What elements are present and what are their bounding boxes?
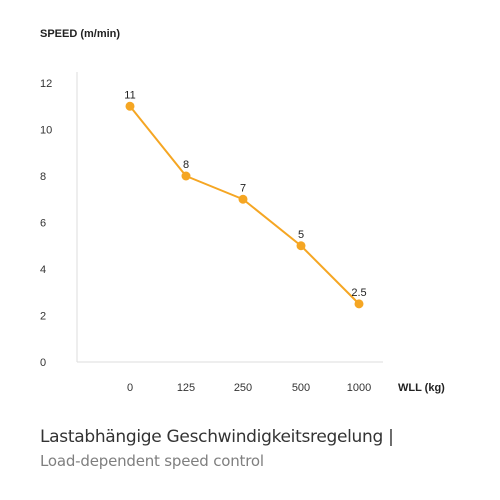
caption-subtitle: Load-dependent speed control (40, 452, 264, 470)
data-point (125, 101, 135, 111)
data-point (181, 171, 191, 181)
data-label: 5 (298, 229, 304, 241)
data-label: 2.5 (351, 287, 366, 299)
series-line (129, 105, 360, 305)
y-tick-label: 4 (40, 264, 46, 276)
y-tick-label: 6 (40, 218, 46, 230)
y-tick-label: 8 (40, 171, 46, 183)
y-tick-label: 12 (40, 78, 52, 90)
data-point (296, 241, 306, 251)
y-tick-label: 0 (40, 357, 46, 369)
data-label: 7 (240, 182, 246, 194)
data-point (354, 299, 364, 309)
y-tick-labels: 0 2 4 6 8 10 12 (40, 78, 52, 369)
chart-caption: Lastabhängige Geschwindigkeitsregelung |… (40, 425, 480, 473)
x-axis-label: WLL (kg) (398, 382, 445, 394)
data-points (125, 101, 364, 309)
x-tick-label: 250 (234, 382, 252, 394)
y-axis-label: SPEED (m/min) (40, 28, 120, 40)
data-labels: 11 8 7 5 2.5 (124, 89, 366, 299)
data-point (238, 194, 248, 204)
series-line-group (129, 105, 360, 305)
data-label: 8 (183, 159, 189, 171)
x-tick-label: 1000 (347, 382, 371, 394)
caption-title: Lastabhängige Geschwindigkeitsregelung | (40, 427, 394, 447)
y-tick-label: 2 (40, 311, 46, 323)
x-tick-label: 125 (177, 382, 195, 394)
x-tick-labels: 0 125 250 500 1000 (127, 382, 371, 394)
data-label: 11 (124, 89, 135, 101)
x-tick-label: 0 (127, 382, 133, 394)
y-tick-label: 10 (40, 125, 52, 137)
x-tick-label: 500 (292, 382, 310, 394)
